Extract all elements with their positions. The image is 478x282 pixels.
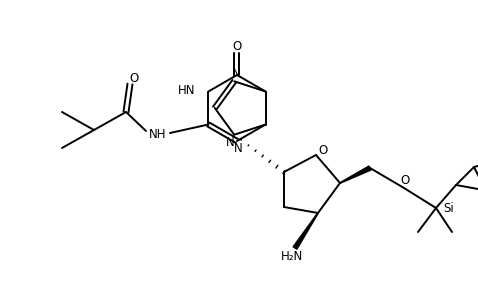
Text: N: N: [232, 67, 240, 80]
Polygon shape: [293, 213, 318, 249]
Text: N: N: [226, 136, 235, 149]
Text: O: O: [318, 144, 327, 157]
Polygon shape: [340, 166, 371, 183]
Text: O: O: [401, 173, 410, 186]
Text: NH: NH: [149, 127, 167, 140]
Text: HN: HN: [178, 84, 196, 97]
Text: Si: Si: [443, 202, 454, 215]
Text: O: O: [232, 41, 241, 54]
Text: N: N: [234, 142, 242, 155]
Text: O: O: [130, 72, 139, 85]
Text: H₂N: H₂N: [281, 250, 303, 263]
